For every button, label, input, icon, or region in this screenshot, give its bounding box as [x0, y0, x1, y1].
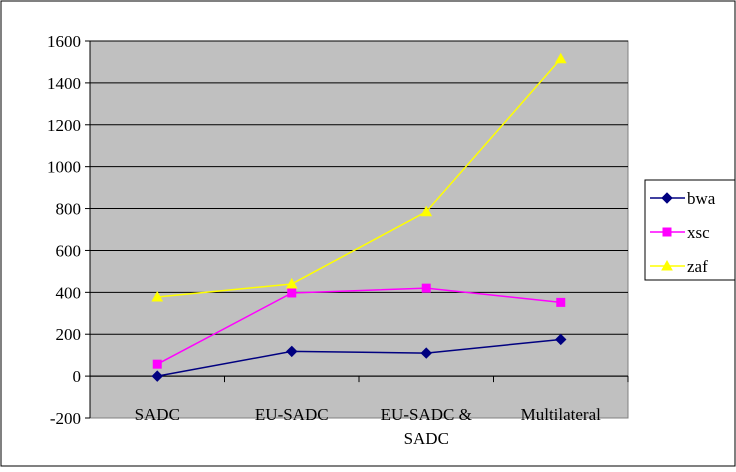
y-tick-label: 1600: [47, 32, 81, 51]
y-tick-label: 200: [56, 325, 82, 344]
legend-label: zaf: [687, 257, 708, 276]
y-tick-label: 1200: [47, 116, 81, 135]
y-tick-label: 800: [56, 200, 82, 219]
axes: -200 0 200 400 600 800 1000 1200 1400 1600 SADC EU-…: [47, 32, 629, 448]
series-line-zaf: [157, 58, 562, 298]
legend-item-bwa: bwa: [650, 189, 716, 208]
legend-item-zaf: zaf: [650, 257, 708, 276]
data-point-xsc: [421, 283, 431, 293]
series-xsc: [152, 283, 566, 369]
y-tick-label: -200: [50, 409, 81, 428]
x-tick-label: SADC: [404, 429, 449, 448]
data-point-zaf: [554, 52, 567, 64]
data-point-bwa: [286, 345, 298, 358]
data-point-bwa: [420, 347, 432, 359]
y-tick-label: 400: [56, 283, 82, 302]
legend-marker: [661, 259, 673, 271]
data-point-zaf: [285, 277, 298, 289]
series-line-xsc: [156, 287, 561, 365]
series-zaf: [151, 52, 567, 302]
data-point-xsc: [152, 359, 162, 369]
plot-area: [89, 40, 629, 419]
x-tick-label: Multilateral: [521, 405, 602, 424]
y-tick-label: 0: [73, 367, 82, 386]
legend-item-xsc: xsc: [650, 223, 710, 242]
y-tick-label: 600: [56, 241, 82, 260]
data-point-xsc: [556, 297, 566, 307]
data-point-xsc: [287, 288, 297, 298]
series-lines: [151, 52, 567, 382]
legend-label: xsc: [687, 223, 710, 242]
data-point-zaf: [151, 290, 164, 302]
legend: bwa xsc zaf: [644, 179, 736, 281]
legend-marker: [662, 227, 672, 237]
x-tick-label: SADC: [135, 405, 180, 424]
x-tick-label: EU-SADC: [255, 405, 329, 424]
y-tick-label: 1400: [47, 74, 81, 93]
data-point-bwa: [555, 333, 567, 346]
legend-marker: [661, 192, 673, 204]
x-tick-label: EU-SADC &: [381, 405, 472, 424]
data-point-bwa: [151, 370, 163, 382]
series-line-bwa: [157, 338, 561, 377]
legend-label: bwa: [687, 189, 716, 208]
series-bwa: [151, 333, 567, 382]
y-tick-label: 1000: [47, 158, 81, 177]
data-point-zaf: [420, 205, 433, 217]
legend-box: [644, 179, 736, 281]
